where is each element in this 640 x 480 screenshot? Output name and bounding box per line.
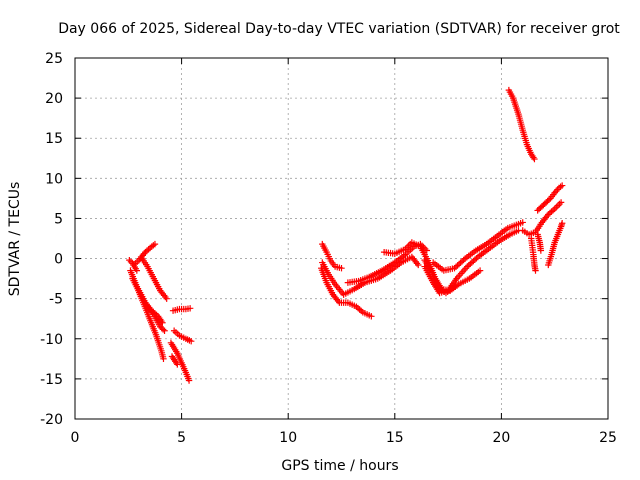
data-point (338, 264, 345, 272)
data-point (471, 256, 479, 263)
data-point (458, 258, 466, 265)
data-point (532, 267, 539, 274)
data-point (160, 355, 167, 363)
data-point (151, 240, 159, 248)
x-tick-label: 20 (492, 430, 510, 446)
x-tick-label: 15 (386, 430, 404, 446)
x-tick-label: 0 (71, 430, 80, 446)
data-point (470, 257, 477, 265)
data-point (133, 267, 141, 274)
data-point (467, 260, 474, 268)
y-tick-label: 15 (45, 131, 63, 147)
data-point (558, 220, 566, 227)
tick-labels: 0 5 10 15 20 25 -20 -15 -10 -5 0 5 10 15 20 25 (40, 51, 617, 446)
data-point (454, 262, 461, 269)
data-point (455, 260, 463, 268)
y-tick-label: 25 (45, 51, 63, 67)
data-point (476, 267, 484, 274)
x-tick-label: 25 (599, 430, 617, 446)
y-axis-label: SDTVAR / TECUs (7, 182, 23, 297)
data-point (557, 199, 565, 206)
data-point (460, 256, 467, 264)
chart-title: Day 066 of 2025, Sidereal Day-to-day VTE… (58, 21, 620, 37)
data-point (415, 261, 422, 269)
data-point (159, 326, 167, 333)
data-point (519, 219, 526, 226)
data-point (187, 337, 195, 345)
data-point (468, 259, 476, 266)
data-point (368, 313, 375, 320)
data-point (452, 263, 460, 271)
data-point (558, 182, 566, 189)
data-point (464, 263, 471, 270)
data-point (457, 259, 464, 266)
data-point (163, 295, 170, 302)
data-point (531, 155, 538, 163)
data-point (451, 264, 458, 272)
x-tick-label: 5 (177, 430, 186, 446)
x-tick-label: 10 (279, 430, 297, 446)
data-point (185, 377, 193, 384)
data-point (161, 327, 168, 334)
y-tick-label: 5 (54, 211, 63, 227)
y-tick-label: 20 (45, 91, 63, 107)
y-tick-label: 0 (54, 252, 63, 268)
y-tick-label: -10 (40, 332, 63, 348)
grid-lines (75, 58, 608, 419)
data-points (126, 86, 566, 384)
y-tick-label: -15 (40, 372, 63, 388)
data-point (465, 262, 473, 269)
data-point (174, 361, 181, 368)
data-point (537, 247, 545, 254)
y-tick-label: 10 (45, 171, 63, 187)
x-axis-label: GPS time / hours (281, 458, 398, 474)
plot-frame (74, 57, 609, 420)
y-tick-label: -20 (40, 412, 63, 428)
y-tick-label: -5 (49, 292, 63, 308)
data-point (473, 255, 480, 262)
data-point (186, 305, 194, 312)
data-point (545, 196, 553, 203)
data-point (451, 283, 458, 290)
